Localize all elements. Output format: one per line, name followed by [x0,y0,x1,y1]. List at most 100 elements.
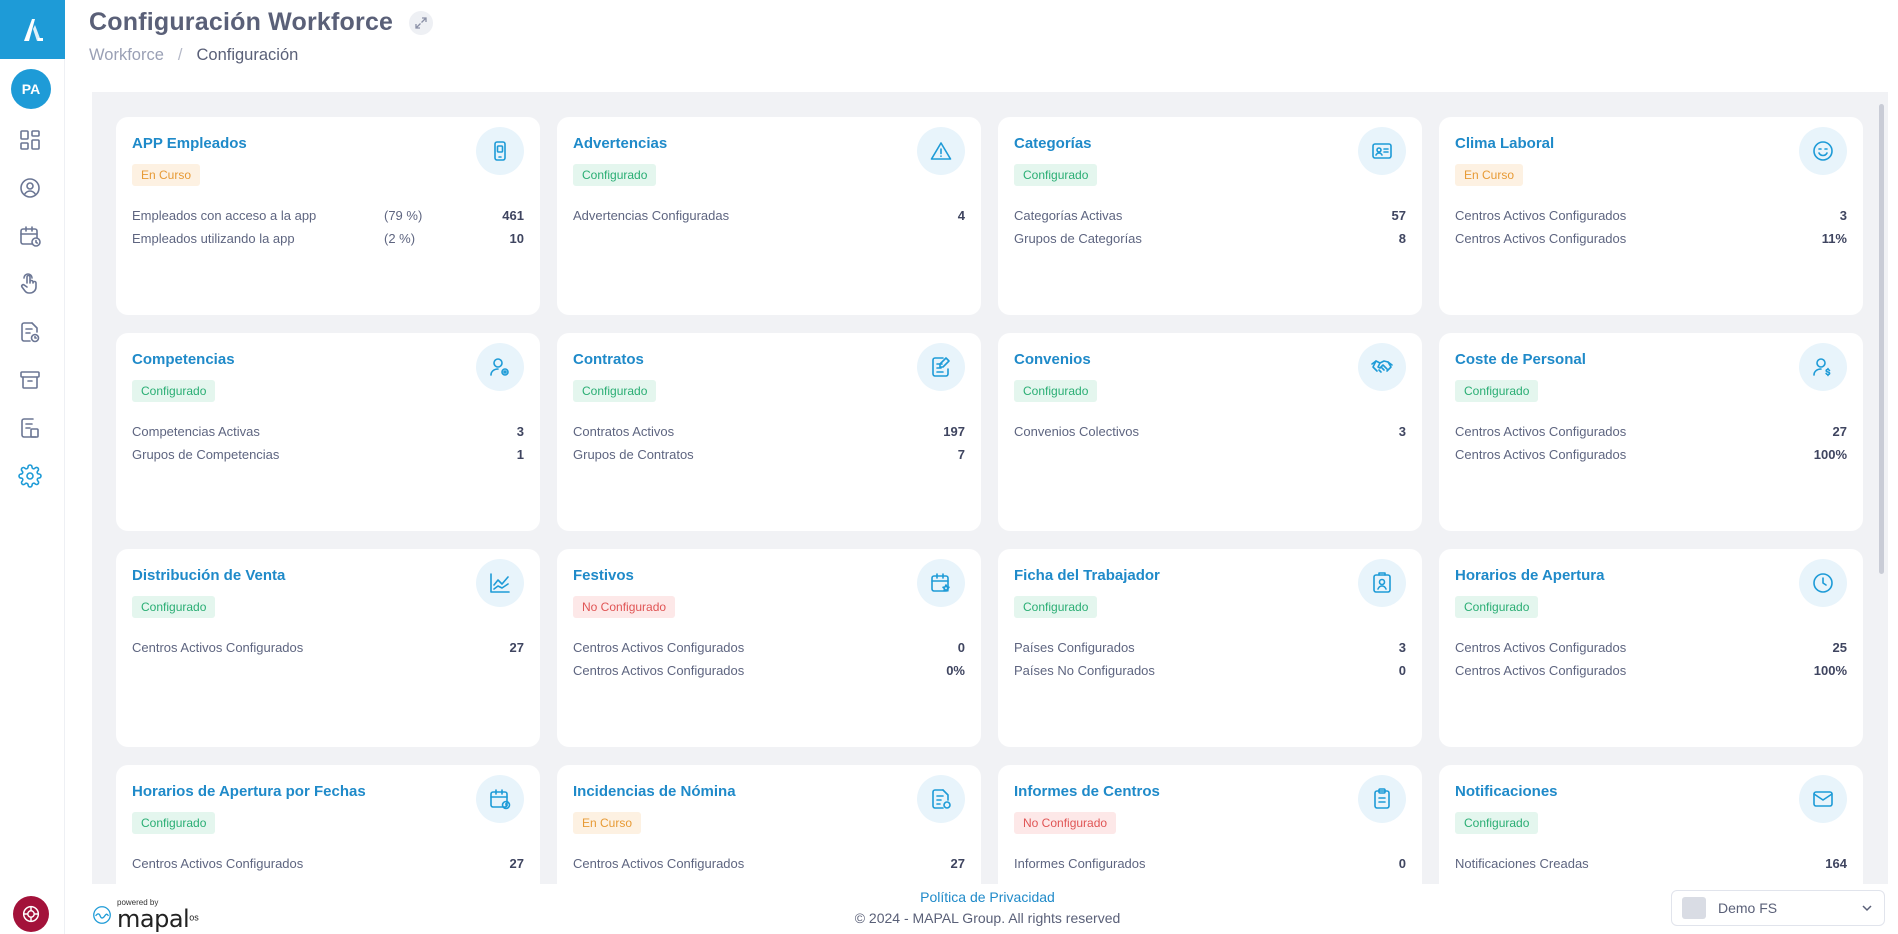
touch-hand-icon[interactable] [17,271,43,297]
card-horarios-de-apertura[interactable]: Horarios de Apertura Configurado Centros… [1439,549,1863,747]
card-ficha-del-trabajador[interactable]: Ficha del Trabajador Configurado Países … [998,549,1422,747]
card-title[interactable]: Informes de Centros [1014,783,1160,800]
status-badge: Configurado [1014,596,1098,618]
stat-row: Grupos de Competencias 1 [132,443,524,466]
card-title[interactable]: Incidencias de Nómina [573,783,736,800]
card-title[interactable]: Advertencias [573,135,668,152]
mapal-logo[interactable] [0,0,65,59]
stat-value: 3 [1839,208,1847,223]
card-categorias[interactable]: Categorías Configurado Categorías Activa… [998,117,1422,315]
card-festivos[interactable]: Festivos No Configurado Centros Activos … [557,549,981,747]
card-title[interactable]: Notificaciones [1455,783,1558,800]
stat-label: Empleados con acceso a la app [132,208,317,223]
powered-by-mapal: powered by mapalos [91,898,199,932]
expand-icon[interactable] [409,10,434,35]
breadcrumb-workforce[interactable]: Workforce [89,46,164,64]
stat-label: Grupos de Contratos [573,447,694,462]
stat-label: Países Configurados [1014,640,1135,655]
stat-value: 164 [1825,856,1847,871]
card-advertencias[interactable]: Advertencias Configurado Advertencias Co… [557,117,981,315]
card-title[interactable]: Ficha del Trabajador [1014,567,1160,584]
status-badge: Configurado [1455,380,1539,402]
status-badge: Configurado [1014,164,1098,186]
card-contratos[interactable]: Contratos Configurado Contratos Activos … [557,333,981,531]
archive-box-icon[interactable] [17,367,43,393]
config-card-grid: APP Empleados En Curso Empleados con acc… [116,117,1863,884]
organization-select[interactable]: Demo FS [1671,890,1885,926]
organization-image [1682,897,1706,919]
card-title[interactable]: Horarios de Apertura [1455,567,1605,584]
stat-label: Competencias Activas [132,424,260,439]
stat-label: Centros Activos Configurados [1455,447,1627,462]
organization-name: Demo FS [1718,900,1778,916]
stat-value: 11% [1821,231,1847,246]
stat-value: 27 [1832,424,1847,439]
scrollbar[interactable] [1879,104,1884,574]
card-title[interactable]: APP Empleados [132,135,247,152]
card-title[interactable]: Distribución de Venta [132,567,286,584]
gear-icon[interactable] [17,463,43,489]
stat-value: 4 [957,208,965,223]
stat-row: Advertencias Configuradas 4 [573,204,965,227]
worker-badge-icon [1358,559,1406,607]
card-clima-laboral[interactable]: Clima Laboral En Curso Centros Activos C… [1439,117,1863,315]
stat-row: Notificaciones Creadas 164 [1455,852,1847,875]
card-title[interactable]: Contratos [573,351,644,368]
stat-row: Centros Activos Configurados 27 [132,852,524,875]
card-title[interactable]: Categorías [1014,135,1092,152]
stat-row: Centros Activos Configurados 100% [1455,659,1847,682]
id-card-icon [1358,127,1406,175]
card-title[interactable]: Clima Laboral [1455,135,1555,152]
card-competencias[interactable]: Competencias Configurado Competencias Ac… [116,333,540,531]
card-convenios[interactable]: Convenios Configurado Convenios Colectiv… [998,333,1422,531]
calendar-clock-icon[interactable] [17,223,43,249]
stat-value: 8 [1398,231,1406,246]
document-time-icon[interactable] [17,319,43,345]
phone-app-icon [476,127,524,175]
clock-icon [1799,559,1847,607]
card-title[interactable]: Competencias [132,351,235,368]
stat-row: Contratos Activos 197 [573,420,965,443]
card-distribucion-de-venta[interactable]: Distribución de Venta Configurado Centro… [116,549,540,747]
privacy-link[interactable]: Política de Privacidad [920,889,1055,905]
payroll-doc-icon [917,775,965,823]
dashboard-icon[interactable] [17,127,43,153]
stat-value: 461 [502,208,524,223]
card-stats: Centros Activos Configurados 27 Centros … [1455,420,1847,466]
card-title[interactable]: Festivos [573,567,634,584]
logo-icon [23,18,43,41]
user-circle-icon[interactable] [17,175,43,201]
card-coste-de-personal[interactable]: Coste de Personal Configurado Centros Ac… [1439,333,1863,531]
breadcrumb-separator: / [177,46,183,64]
card-title[interactable]: Convenios [1014,351,1091,368]
status-badge: Configurado [132,596,216,618]
report-icon[interactable] [17,415,43,441]
app-switcher-icon[interactable] [13,896,49,932]
stat-row: Empleados utilizando la app (2 %) 10 [132,227,524,250]
stat-label: Centros Activos Configurados [1455,208,1627,223]
card-informes-de-centros[interactable]: Informes de Centros No Configurado Infor… [998,765,1422,884]
card-app-empleados[interactable]: APP Empleados En Curso Empleados con acc… [116,117,540,315]
smiley-icon [1799,127,1847,175]
stat-value: 27 [509,640,524,655]
card-title[interactable]: Horarios de Apertura por Fechas [132,783,366,800]
card-notificaciones[interactable]: Notificaciones Configurado Notificacione… [1439,765,1863,884]
stat-value: 3 [516,424,524,439]
stat-row: Categorías Activas 57 [1014,204,1406,227]
mapal-wordmark: mapal [117,905,190,933]
card-horarios-de-apertura-por-fechas[interactable]: Horarios de Apertura por Fechas Configur… [116,765,540,884]
breadcrumb-configuracion: Configuración [196,46,299,64]
card-title[interactable]: Coste de Personal [1455,351,1586,368]
stat-label: Países No Configurados [1014,663,1155,678]
card-stats: Advertencias Configuradas 4 [573,204,965,227]
status-badge: Configurado [573,164,657,186]
status-badge: No Configurado [573,596,676,618]
stat-label: Notificaciones Creadas [1455,856,1589,871]
card-stats: Centros Activos Configurados 27 [132,852,524,875]
chevron-down-icon [1862,905,1872,912]
avatar[interactable]: PA [11,69,51,109]
contract-edit-icon [917,343,965,391]
stat-value: 0 [1398,663,1406,678]
stat-value: 0% [946,663,965,678]
card-incidencias-de-nomina[interactable]: Incidencias de Nómina En Curso Centros A… [557,765,981,884]
